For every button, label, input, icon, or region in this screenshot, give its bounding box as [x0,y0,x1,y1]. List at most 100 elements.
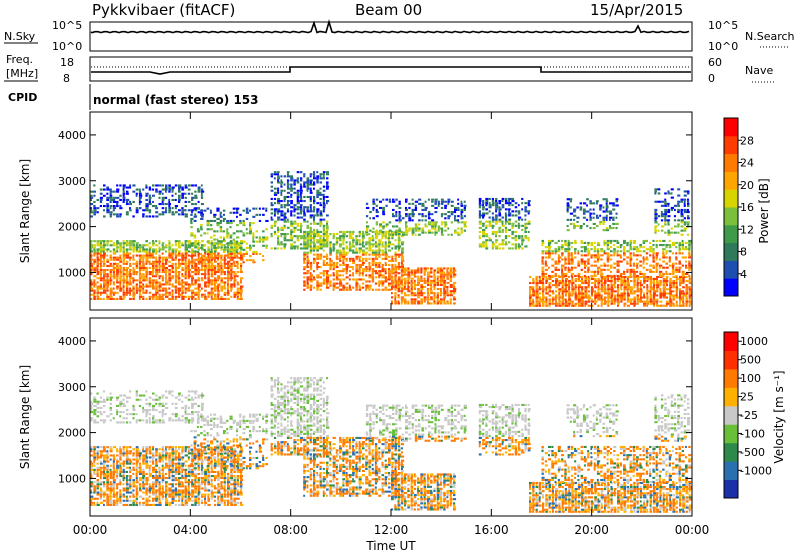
range-gate-cell [226,230,229,233]
range-gate-cell [664,217,667,220]
range-gate-cell [613,290,617,293]
range-gate-cell [233,285,236,288]
range-gate-cell [524,237,528,240]
range-gate-cell [654,219,657,222]
range-gate-cell [501,206,505,209]
range-gate-cell [135,207,139,210]
range-gate-cell [339,249,342,252]
range-gate-cell [420,283,423,286]
range-gate-cell [436,281,439,284]
range-gate-cell [615,227,618,230]
range-gate-cell [303,208,306,211]
range-gate-cell [122,196,126,199]
range-gate-cell [632,272,637,275]
range-gate-cell [158,275,162,278]
range-gate-cell [197,190,201,193]
range-gate-cell [230,244,233,247]
range-gate-cell [374,241,377,244]
range-gate-cell [417,292,421,295]
range-gate-cell [313,235,316,238]
range-gate-cell [339,255,343,258]
range-gate-cell [463,208,466,211]
range-gate-cell [374,257,379,260]
range-gate-cell [388,239,390,242]
range-gate-cell [633,296,637,299]
range-gate-cell [326,272,329,275]
range-gate-cell [662,252,665,255]
range-gate-cell [227,262,230,265]
range-gate-cell [668,239,671,242]
range-gate-cell [544,264,548,267]
range-gate-cell [96,256,99,259]
range-gate-cell [207,264,211,267]
range-gate-cell [597,284,600,287]
range-gate-cell [545,286,549,289]
range-gate-cell [564,284,568,287]
range-gate-cell [463,215,466,218]
range-gate-cell [286,233,289,236]
range-gate-cell [326,241,329,244]
range-gate-cell [145,209,149,212]
range-gate-cell [449,302,452,305]
cpid-text: normal (fast stereo) 153 [93,93,259,107]
velocity-heatmap-cells [90,377,693,513]
range-gate-cell [669,288,672,291]
range-gate-cell [303,173,306,176]
range-gate-cell [604,286,607,289]
range-gate-cell [210,266,214,269]
range-gate-cell [682,292,685,295]
range-gate-cell [646,275,650,278]
range-gate-cell [187,269,191,272]
range-gate-cell [427,211,431,214]
range-gate-cell [178,258,181,261]
range-gate-cell [222,250,226,253]
range-gate-cell [99,246,103,249]
range-gate-cell [326,183,329,186]
range-gate-cell [103,281,106,284]
range-gate-cell [517,226,520,229]
range-gate-cell [446,267,449,270]
range-gate-cell [255,252,258,255]
range-gate-cell [439,279,443,282]
range-gate-cell [335,237,340,240]
range-gate-cell [358,263,362,266]
range-gate-cell [491,218,495,221]
range-gate-cell [165,281,169,284]
range-gate-cell [184,242,187,245]
range-gate-cell [174,297,177,300]
range-gate-cell [388,198,391,201]
range-gate-cell [142,258,145,261]
range-gate-cell [226,222,230,225]
range-gate-cell [570,266,574,269]
range-gate-cell [378,274,382,277]
range-gate-cell [306,195,310,198]
range-gate-cell [672,302,675,305]
range-gate-cell [319,284,323,287]
range-gate-cell [535,290,539,293]
range-gate-cell [629,268,633,271]
range-gate-cell [262,236,266,239]
range-gate-cell [544,250,549,253]
range-gate-cell [590,290,594,293]
range-gate-cell [255,236,258,239]
range-gate-cell [646,292,649,295]
range-gate-cell [397,255,401,258]
range-gate-cell [200,295,204,298]
range-gate-cell [365,215,369,218]
range-gate-cell [265,236,269,239]
range-gate-cell [662,250,665,253]
range-gate-cell [242,232,245,235]
range-gate-cell [200,269,204,272]
range-gate-cell [219,226,223,229]
range-gate-cell [309,241,313,244]
range-gate-cell [594,282,597,285]
range-gate-cell [286,200,290,203]
range-gate-cell [342,243,345,246]
range-gate-cell [135,209,139,212]
range-gate-cell [508,247,511,250]
range-gate-cell [283,226,286,229]
range-gate-cell [569,200,572,203]
range-gate-cell [283,245,286,248]
range-gate-cell [174,258,177,261]
range-gate-cell [138,248,142,251]
